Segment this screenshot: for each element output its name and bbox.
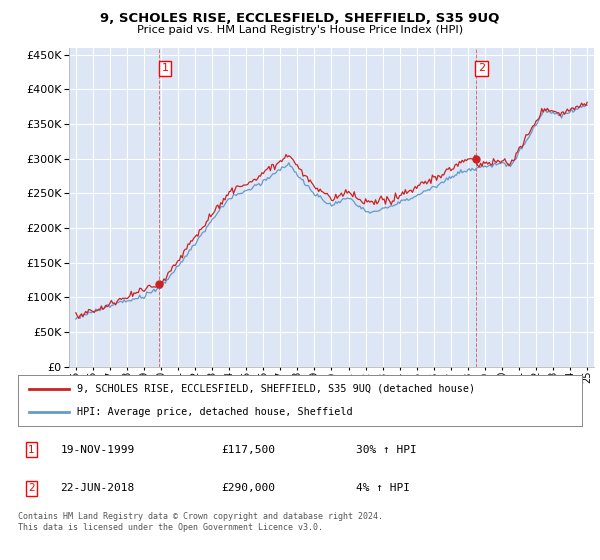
Text: Contains HM Land Registry data © Crown copyright and database right 2024.
This d: Contains HM Land Registry data © Crown c… <box>18 512 383 532</box>
Text: £290,000: £290,000 <box>221 483 275 493</box>
Text: 30% ↑ HPI: 30% ↑ HPI <box>356 445 417 455</box>
Text: 1: 1 <box>161 63 169 73</box>
Text: Price paid vs. HM Land Registry's House Price Index (HPI): Price paid vs. HM Land Registry's House … <box>137 25 463 35</box>
Text: 2: 2 <box>28 483 35 493</box>
Text: 9, SCHOLES RISE, ECCLESFIELD, SHEFFIELD, S35 9UQ: 9, SCHOLES RISE, ECCLESFIELD, SHEFFIELD,… <box>100 12 500 25</box>
Text: 4% ↑ HPI: 4% ↑ HPI <box>356 483 410 493</box>
Text: 9, SCHOLES RISE, ECCLESFIELD, SHEFFIELD, S35 9UQ (detached house): 9, SCHOLES RISE, ECCLESFIELD, SHEFFIELD,… <box>77 384 475 394</box>
Text: HPI: Average price, detached house, Sheffield: HPI: Average price, detached house, Shef… <box>77 407 353 417</box>
Text: 22-JUN-2018: 22-JUN-2018 <box>60 483 134 493</box>
Text: 2: 2 <box>478 63 485 73</box>
Text: 19-NOV-1999: 19-NOV-1999 <box>60 445 134 455</box>
Text: 1: 1 <box>28 445 35 455</box>
Text: £117,500: £117,500 <box>221 445 275 455</box>
